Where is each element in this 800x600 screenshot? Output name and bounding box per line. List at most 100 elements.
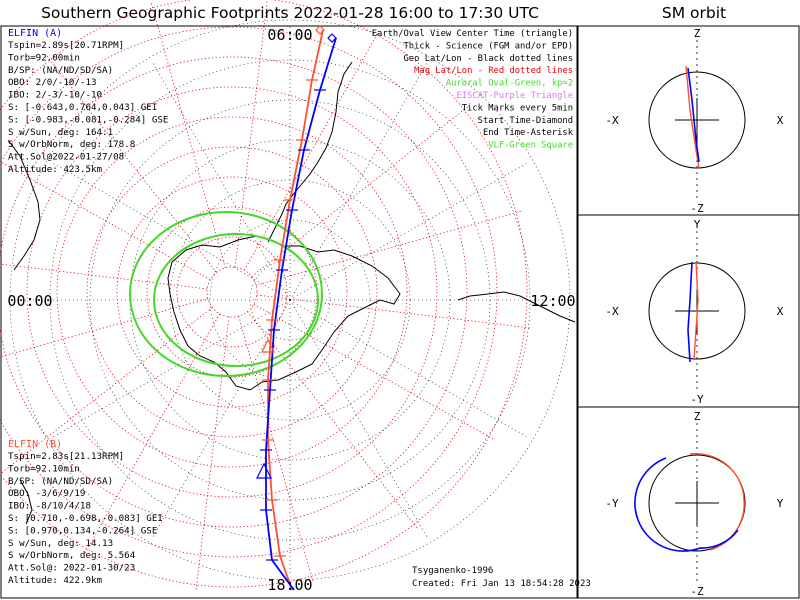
elfin-b-start-diamond [315,25,325,35]
auroral-oval-outer [129,211,323,377]
sm-label-top: Y [694,218,701,231]
elfin-a-info-line: Att.Sol@2022-01-27/08 [8,152,124,163]
legend-entry: Tick Marks every 5min [462,103,573,113]
geo-lon-line [289,299,529,438]
sm-panel-3: Z -Z -Y Y [605,410,783,598]
elfin-a-info-line: IBO: 2/-3/-10/-10 [8,90,102,101]
mag-lon-line [255,210,522,286]
elfin-b-info-line: Torb=92.10min [8,463,80,474]
mag-lon-line [150,2,226,269]
elfin-b-info-line: S w/Sun, deg: 14.13 [8,538,113,549]
mag-lon-line [253,303,494,440]
hour-label-left: 00:00 [7,292,52,310]
geo-lon-line [152,299,291,539]
hour-label-right: 12:00 [530,292,575,310]
mag-lon-line [0,160,211,281]
sm-label-left: -X [605,305,619,318]
legend-entry: Mag Lat/Lon - Red dotted lines [414,66,573,76]
elfin-b-info-line: S: [0.970,0.134,-0.264] GSE [8,525,157,536]
sm-elfin-b-orbit [685,65,700,169]
mag-lat-circle [26,86,438,498]
legend-entry: EISCAT-Purple Triangle [456,91,573,101]
elfin-b-info-line: Altitude: 422.9km [8,575,103,586]
legend-entry: Start Time-Diamond [478,116,573,126]
mag-lon-line [234,0,268,268]
legend-entry: VLF-Green Square [488,141,573,151]
sm-elfin-a-orbit [687,261,693,363]
geo-lon-line [289,162,529,301]
legend-entry: End Time-Asterisk [483,128,574,138]
elfin-b-info-line: S w/OrbNorm, deg: 5.564 [8,550,136,561]
map-panel: 06:00 00:00 12:00 18:00 ELFIN (A) Tspin=… [0,0,591,599]
mag-lon-line [247,311,418,529]
mag-lat-circle [176,236,288,348]
legend-entry: Earth/Oval View Center Time (triangle) [372,29,573,39]
mag-lat-circle [0,0,528,588]
elfin-a-center-triangle [256,462,272,479]
elfin-a-info-line: S: [-0.643,0.764,0.043] GEI [8,102,157,113]
elfin-a-info-line: Tspin=2.89s[20.71RPM] [8,40,124,51]
sm-panel-1: Z -Z -X X [605,27,783,215]
sm-panel-frame [577,25,800,599]
elfin-b-name: ELFIN (B) [8,439,62,450]
created-label: Created: Fri Jan 13 18:54:28 2023 [412,579,591,589]
sm-label-top: Z [694,27,701,40]
satellite-tracks [256,25,337,591]
sm-label-right: X [777,114,784,127]
elfin-a-info-line: OBO: 2/0/-10/-13 [8,77,97,88]
elfin-a-info-line: B/SP: (NA/ND/SD/SA) [8,65,113,76]
australia-coastline [7,139,41,271]
elfin-a-name: ELFIN (A) [8,28,62,39]
elfin-a-info-line: S w/Sun, deg: 164.1 [8,127,113,138]
mag-lon-line [243,30,380,271]
geo-lon-line [51,162,291,301]
south-america-coastline [291,61,353,197]
mag-lon-line [0,307,213,475]
elfin-b-info-line: Tspin=2.83s[21.13RPM] [8,451,124,462]
model-label: Tsyganenko-1996 [412,566,493,576]
elfin-a-info-line: Torb=92.00min [8,52,80,63]
figure-title: Southern Geographic Footprints 2022-01-2… [41,4,539,22]
mag-lon-line [0,298,209,358]
legend: Earth/Oval View Center Time (triangle) Th… [372,29,574,151]
coastlines [7,61,576,525]
sm-elfin-b-orbit [693,261,699,361]
elfin-b-info-line: OBO: -3/6/9/19 [8,488,85,499]
sm-label-left: -Y [605,497,619,510]
hour-label-top: 06:00 [267,26,312,44]
mag-lat-circle [86,146,378,438]
geo-lat-circle [9,19,571,581]
mag-lon-line [256,294,530,329]
hour-label-bottom: 18:00 [267,576,312,594]
mag-lon-line [0,263,208,290]
mag-lon-line [251,106,469,277]
legend-entry: Thick - Science (FGM and/or EPD) [404,41,573,51]
mag-lon-line [238,315,314,582]
sm-orbit-title: SM orbit [662,4,726,22]
sm-label-right: X [777,305,784,318]
legend-entry: Geo Lat/Lon - Black dotted lines [404,54,573,64]
elfin-b-info-line: B/SP: (NA/ND/SD/SA) [8,476,113,487]
elfin-a-start-diamond [327,33,337,43]
geo-lon-line [289,61,428,301]
sm-elfin-a-orbit [634,457,739,552]
sm-elfin-b-orbit [689,452,745,551]
auroral-oval-inner [153,233,319,367]
new-zealand-coastline [19,479,33,525]
mag-lat-circle [56,116,408,468]
elfin-b-info-line: IBO: -8/10/4/18 [8,501,91,512]
sm-label-bottom: -Y [690,393,704,406]
elfin-a-info-line: S: [-0.983,-0.081,-0.284] GSE [8,114,168,125]
elfin-b-info-line: Att.Sol@: 2022-01-30/23 [8,563,135,574]
mag-lat-circle [116,176,348,408]
mag-grid [0,0,530,590]
sm-label-bottom: -Z [690,585,704,598]
elfin-a-info-line: Altitude: 423.5km [8,164,103,175]
auroral-oval [129,211,323,377]
sm-panel-2: Y -Y -X X [605,218,783,406]
elfin-a-track [265,37,337,591]
mag-lon-line [195,316,230,590]
sm-elfin-a-orbit [687,67,700,163]
sm-orbit-panels: Z -Z -X X Y -Y -X X Z -Z -Y Y [577,25,800,599]
